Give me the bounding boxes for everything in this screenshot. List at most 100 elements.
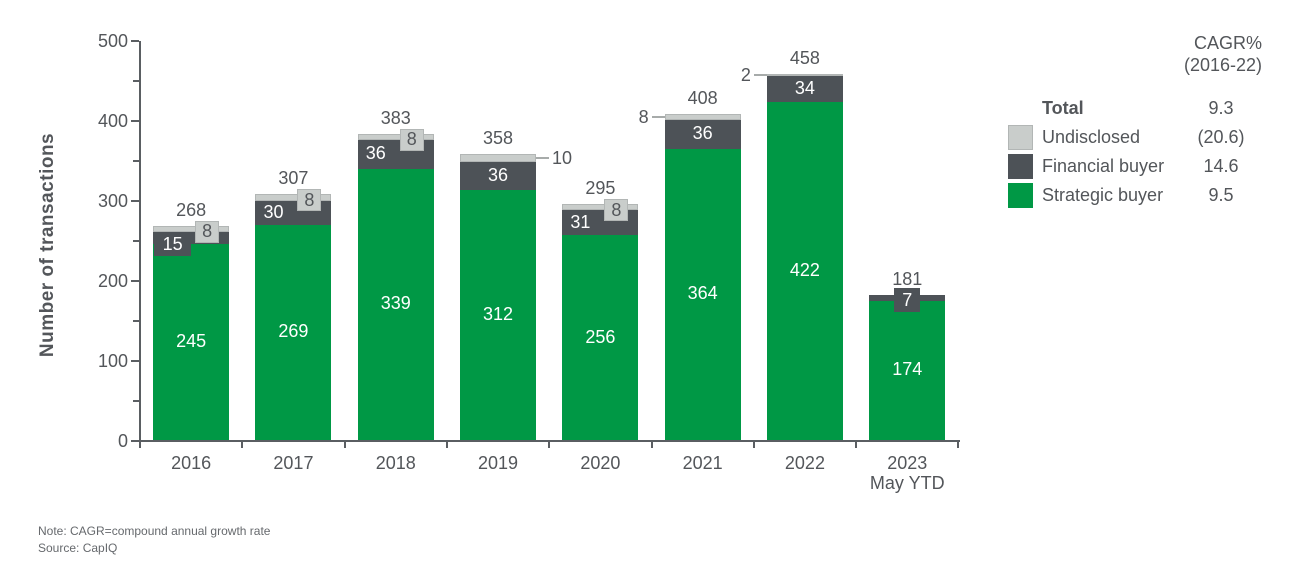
x-category-label-2019: 2019 bbox=[443, 453, 553, 473]
legend-label: Strategic buyer bbox=[1042, 185, 1164, 205]
x-boundary-tick bbox=[650, 442, 653, 448]
financial-value-label-2017: 30 bbox=[263, 201, 284, 222]
total-value-label-2021: 408 bbox=[687, 87, 718, 108]
x-boundary-tick bbox=[343, 442, 346, 448]
y-tick-label: 0 bbox=[117, 431, 128, 451]
strategic-value-label-2021: 364 bbox=[687, 283, 718, 304]
strategic-value-label-2020: 256 bbox=[585, 326, 616, 347]
total-value-label-2020: 295 bbox=[585, 178, 616, 198]
note-line: Note: CAGR=compound annual growth rate bbox=[38, 524, 271, 538]
y-major-tick bbox=[131, 200, 139, 202]
undisclosed-value-label-2018: 8 bbox=[399, 128, 424, 151]
legend-row-undisclosed: Undisclosed (20.6) bbox=[1000, 123, 1270, 152]
bar-segment-undisclosed-2017 bbox=[255, 194, 332, 201]
y-tick-label: 500 bbox=[97, 31, 128, 51]
y-minor-tick bbox=[133, 240, 139, 242]
undisclosed-leader-line-2019 bbox=[536, 156, 550, 159]
undisclosed-value-label-2020: 8 bbox=[604, 199, 629, 221]
x-boundary-tick bbox=[855, 442, 858, 448]
undisclosed-value-label-2019: 10 bbox=[552, 147, 573, 168]
x-category-year: 2022 bbox=[784, 453, 825, 473]
y-major-tick bbox=[131, 40, 139, 42]
x-category-year: 2017 bbox=[273, 453, 314, 473]
x-boundary-tick bbox=[957, 442, 960, 448]
y-minor-tick bbox=[133, 80, 139, 82]
bar-segment-undisclosed-2022 bbox=[766, 73, 843, 76]
legend-rows: Total 9.3 Undisclosed (20.6) Financial buyer… bbox=[1000, 94, 1270, 210]
financial-value-label-2020: 31 bbox=[570, 211, 591, 232]
legend-cagr-value: 14.6 bbox=[1203, 156, 1239, 176]
x-category-label-2018: 2018 bbox=[341, 453, 451, 473]
y-axis-line bbox=[139, 41, 141, 442]
x-boundary-tick bbox=[241, 442, 244, 448]
undisclosed-leader-line-2022 bbox=[753, 73, 767, 76]
strategic-value-label-2017: 269 bbox=[278, 321, 309, 342]
legend-label: Financial buyer bbox=[1042, 156, 1165, 176]
total-value-label-2018: 383 bbox=[380, 107, 411, 128]
legend-swatch-icon bbox=[1008, 183, 1033, 208]
legend-label: Total bbox=[1042, 98, 1084, 118]
y-tick-label: 300 bbox=[97, 191, 128, 211]
legend-header: CAGR% (2016-22) bbox=[1184, 32, 1262, 76]
x-category-year: 2018 bbox=[375, 453, 416, 473]
x-boundary-tick bbox=[548, 442, 551, 448]
x-category-year: 2020 bbox=[580, 453, 621, 473]
x-boundary-tick bbox=[752, 442, 755, 448]
bar-segment-strategic-2022 bbox=[766, 102, 843, 440]
bar-segment-strategic-2017 bbox=[255, 224, 332, 440]
undisclosed-leader-line-2021 bbox=[651, 115, 665, 118]
x-category-label-2016: 2016 bbox=[136, 453, 246, 473]
x-category-year: 2019 bbox=[478, 453, 519, 473]
strategic-value-label-2022: 422 bbox=[789, 260, 820, 281]
x-boundary-tick bbox=[445, 442, 448, 448]
financial-value-label-2021: 36 bbox=[692, 123, 713, 144]
y-major-tick bbox=[131, 280, 139, 282]
strategic-value-label-2016: 245 bbox=[176, 331, 207, 351]
undisclosed-value-label-2016: 8 bbox=[195, 220, 220, 243]
total-value-label-2019: 358 bbox=[483, 127, 514, 148]
x-category-label-2017: 2017 bbox=[238, 453, 348, 473]
financial-value-label-2022: 34 bbox=[794, 77, 815, 98]
strategic-value-label-2018: 339 bbox=[380, 293, 411, 314]
bar-segment-undisclosed-2019 bbox=[460, 153, 537, 162]
financial-value-label-2019: 36 bbox=[488, 165, 509, 185]
legend-label: Undisclosed bbox=[1042, 127, 1141, 147]
x-boundary-tick bbox=[139, 442, 141, 448]
x-axis-line bbox=[139, 440, 961, 442]
bar-segment-undisclosed-2018 bbox=[357, 133, 434, 140]
legend-header-line1: CAGR% bbox=[1193, 33, 1262, 53]
total-value-label-2017: 307 bbox=[278, 168, 309, 189]
bar-segment-undisclosed-2016 bbox=[153, 225, 230, 232]
bar-segment-strategic-2021 bbox=[664, 148, 741, 440]
bar-segment-undisclosed-2021 bbox=[664, 113, 741, 120]
bar-segment-strategic-2019 bbox=[460, 190, 537, 440]
legend-header-line2: (2016-22) bbox=[1183, 55, 1262, 75]
undisclosed-value-label-2017: 8 bbox=[297, 189, 322, 212]
y-axis-title: Number of transactions bbox=[37, 132, 58, 358]
y-minor-tick bbox=[133, 400, 139, 402]
financial-value-label-2023: 7 bbox=[894, 288, 921, 313]
legend-swatch-icon bbox=[1008, 125, 1033, 150]
y-minor-tick bbox=[133, 320, 139, 322]
x-category-year: 2021 bbox=[682, 453, 723, 473]
y-minor-tick bbox=[133, 160, 139, 162]
footnotes: Note: CAGR=compound annual growth rate S… bbox=[38, 523, 270, 557]
legend-row-financial-buyer: Financial buyer 14.6 bbox=[1000, 152, 1270, 181]
x-category-label-2020: 2020 bbox=[545, 453, 655, 473]
financial-value-label-2018: 36 bbox=[365, 143, 386, 164]
legend-cagr-value: (20.6) bbox=[1197, 127, 1245, 147]
bar-segment-strategic-2020 bbox=[562, 235, 639, 440]
bar-segment-undisclosed-2020 bbox=[562, 204, 639, 211]
strategic-value-label-2023: 174 bbox=[892, 359, 923, 380]
bar-segment-financial-2019 bbox=[460, 161, 537, 191]
x-category-year: 2016 bbox=[171, 453, 212, 473]
y-tick-label: 400 bbox=[97, 111, 128, 131]
x-category-label-2023: 2023 May YTD bbox=[852, 453, 962, 493]
undisclosed-value-label-2021: 8 bbox=[638, 106, 649, 127]
y-major-tick bbox=[131, 360, 139, 362]
x-category-label-2022: 2022 bbox=[750, 453, 860, 473]
bar-segment-strategic-2023 bbox=[869, 300, 946, 440]
financial-value-label-2016: 15 bbox=[154, 232, 192, 256]
legend-row-strategic-buyer: Strategic buyer 9.5 bbox=[1000, 181, 1270, 210]
